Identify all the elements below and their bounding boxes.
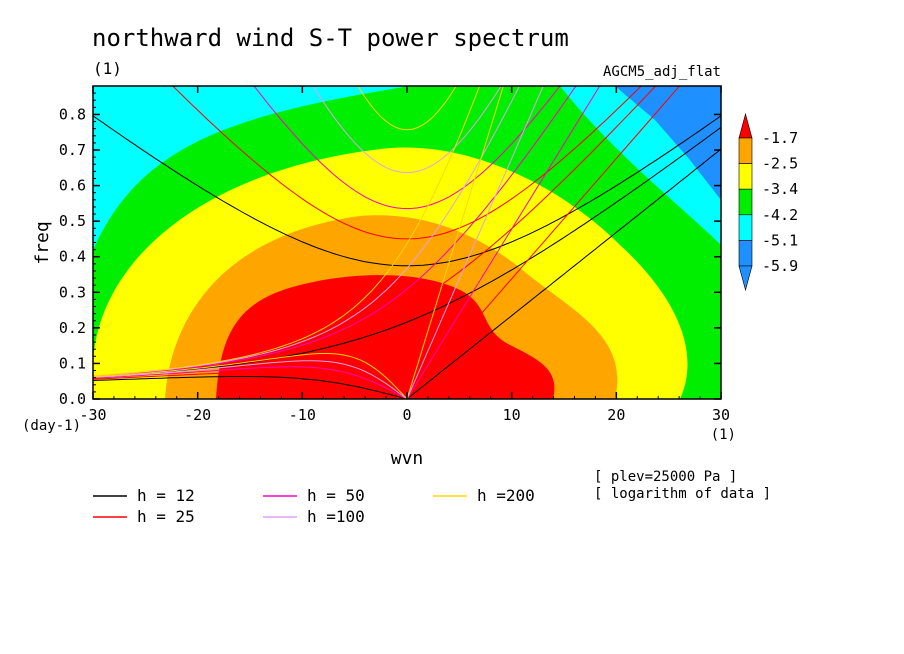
curve-kelvin-h200 — [406, 86, 504, 399]
x-unit-top: (1) — [93, 59, 122, 78]
colorbar: -1.7 -2.5 -3.4 -4.2 -5.1 -5.9 — [738, 112, 798, 292]
colorbar-label: -4.2 — [762, 206, 798, 224]
y-tick-label: 0.4 — [59, 248, 86, 266]
legend-label-h200: h =200 — [477, 486, 535, 505]
curve-kelvin-h25 — [406, 86, 681, 399]
curve-mrg-h25 — [93, 86, 657, 378]
dispersion-set-h25 — [93, 86, 681, 399]
x-tick-label: -10 — [289, 406, 316, 424]
colorbar-upper-arrow — [738, 112, 753, 139]
y-tick-label: 0.3 — [59, 283, 86, 301]
legend-label-h12: h = 12 — [137, 486, 195, 505]
y-tick-label: 0.2 — [59, 319, 86, 337]
curve-n1-ig-h25 — [172, 86, 642, 240]
curve-mrg-h100 — [93, 86, 521, 377]
colorbar-swatch — [738, 163, 753, 190]
legend-label-h25: h = 25 — [137, 507, 195, 526]
colorbar-label: -2.5 — [762, 155, 798, 173]
x-axis: -30 -20 -10 0 10 20 30 — [79, 86, 730, 424]
curve-n1-ig-h12 — [93, 115, 721, 267]
contour-low-corner — [615, 86, 721, 200]
model-label: AGCM5_adj_flat — [603, 64, 721, 80]
y-axis-label: freq — [32, 221, 53, 264]
y-tick-label: 0.5 — [59, 212, 86, 230]
curve-rossby-h12 — [93, 376, 408, 399]
colorbar-swatch — [738, 240, 753, 267]
x-tick-label: 10 — [503, 406, 521, 424]
legend-label-h50: h = 50 — [307, 486, 365, 505]
colorbar-label: -5.9 — [762, 257, 798, 275]
curve-rossby-h25 — [93, 371, 408, 399]
curve-n1-ig-h50 — [253, 86, 561, 210]
contour-fills — [93, 86, 721, 399]
note-log: [ logarithm of data ] — [594, 486, 771, 502]
chart-title: northward wind S-T power spectrum — [92, 24, 569, 52]
contour-level-4 — [216, 275, 555, 399]
x-tick-label: 20 — [607, 406, 625, 424]
x-tick-label: 0 — [402, 406, 411, 424]
colorbar-swatch — [738, 188, 753, 216]
curve-rossby-h200 — [93, 353, 408, 399]
curve-rossby-h50 — [93, 366, 408, 399]
colorbar-swatch — [738, 214, 753, 241]
curve-kelvin-h50 — [406, 86, 601, 399]
legend: h = 12 h = 25 h = 50 h =100 h =200 — [93, 486, 535, 526]
dispersion-set-h12 — [93, 115, 721, 399]
dispersion-set-h200 — [93, 86, 504, 399]
curve-kelvin-h12 — [406, 148, 721, 399]
curve-n1-ig-h100 — [312, 86, 502, 174]
colorbar-swatch — [738, 137, 753, 164]
x-axis-unit: (1) — [711, 427, 736, 443]
y-axis-unit: (day-1) — [22, 418, 81, 434]
x-tick-label: 30 — [712, 406, 730, 424]
curve-kelvin-h100 — [406, 86, 544, 399]
x-tick-label: -20 — [184, 406, 211, 424]
x-axis-label: wvn — [391, 448, 424, 469]
curve-n1-ig-h200 — [357, 86, 457, 131]
x-tick-label: -30 — [79, 406, 106, 424]
dispersion-set-h50 — [93, 86, 601, 399]
dispersion-set-h100 — [93, 86, 544, 399]
y-tick-label: 0.0 — [59, 390, 86, 408]
curve-mrg-h50 — [93, 86, 577, 377]
y-tick-label: 0.6 — [59, 177, 86, 195]
colorbar-label: -3.4 — [762, 180, 798, 198]
curve-rossby-h100 — [93, 360, 408, 399]
legend-label-h100: h =100 — [307, 507, 365, 526]
colorbar-label: -1.7 — [762, 129, 798, 147]
note-plev: [ plev=25000 Pa ] — [594, 469, 737, 485]
colorbar-label: -5.1 — [762, 231, 798, 249]
curve-mrg-h12 — [93, 126, 721, 378]
y-tick-label: 0.7 — [59, 141, 86, 159]
dispersion-curves — [93, 86, 721, 399]
curve-mrg-h200 — [93, 86, 481, 377]
y-tick-label: 0.8 — [59, 105, 86, 123]
plot-area — [93, 86, 721, 399]
y-tick-label: 0.1 — [59, 354, 86, 372]
colorbar-lower-arrow — [738, 265, 753, 292]
y-axis: 0.0 0.1 0.2 0.3 0.4 0.5 0.6 0.7 0.8 — [59, 92, 721, 408]
